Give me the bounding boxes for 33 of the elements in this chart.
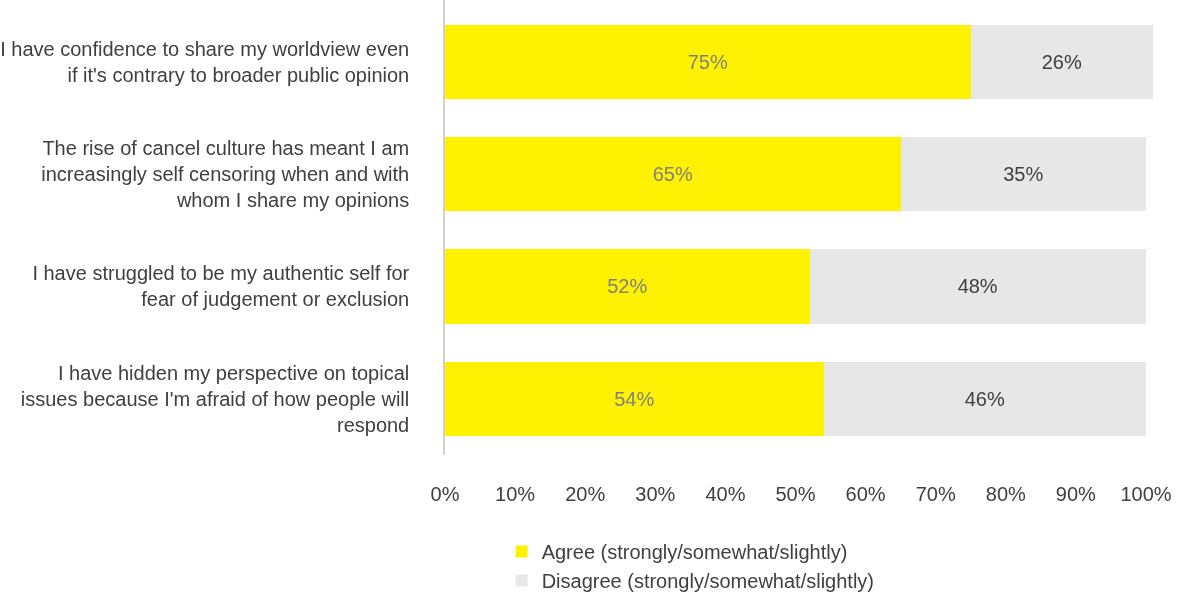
bar	[970, 24, 1153, 99]
x-tick-label: 10%	[495, 483, 536, 505]
bar	[900, 137, 1146, 212]
legend-label: Disagree (strongly/somewhat/slightly)	[541, 570, 874, 593]
data-label: 46%	[964, 387, 1005, 410]
x-tick-label: 50%	[775, 483, 816, 505]
data-label: 35%	[1003, 163, 1044, 186]
y-tick-label: I have struggled to be my authentic self for fear of judgement or exclusion	[32, 262, 410, 311]
data-label: 48%	[957, 275, 998, 298]
data-label: 75%	[687, 50, 728, 73]
bar	[809, 249, 1146, 324]
x-tick-label: 20%	[565, 483, 606, 505]
y-tick-label: The rise of cancel culture has meant I am increasingly self censoring when and with whom I share my opinions	[41, 137, 410, 212]
x-tick-label: 90%	[1055, 483, 1097, 505]
y-tick-label: I have hidden my perspective on topical issues because I'm afraid of how people will respond	[20, 361, 410, 436]
data-label: 54%	[614, 387, 655, 410]
x-tick-label: 60%	[845, 483, 886, 505]
legend-label: Agree (strongly/somewhat/slightly)	[541, 541, 848, 564]
x-tick-label: 100%	[1120, 483, 1172, 505]
bar	[445, 249, 810, 324]
data-label: 52%	[607, 275, 648, 298]
y-tick-label: I have confidence to share my worldview even if it's contrary to broader public opinion	[0, 37, 410, 86]
bar	[823, 361, 1146, 436]
bar	[445, 137, 901, 212]
x-tick-label: 0%	[430, 483, 460, 505]
x-tick-label: 70%	[915, 483, 956, 505]
bar	[445, 24, 971, 99]
bar	[445, 361, 824, 436]
x-tick-label: 40%	[705, 483, 746, 505]
x-tick-label: 80%	[985, 483, 1027, 505]
data-label: 26%	[1041, 50, 1082, 73]
x-tick-label: 30%	[635, 483, 676, 505]
data-label: 65%	[652, 163, 693, 186]
